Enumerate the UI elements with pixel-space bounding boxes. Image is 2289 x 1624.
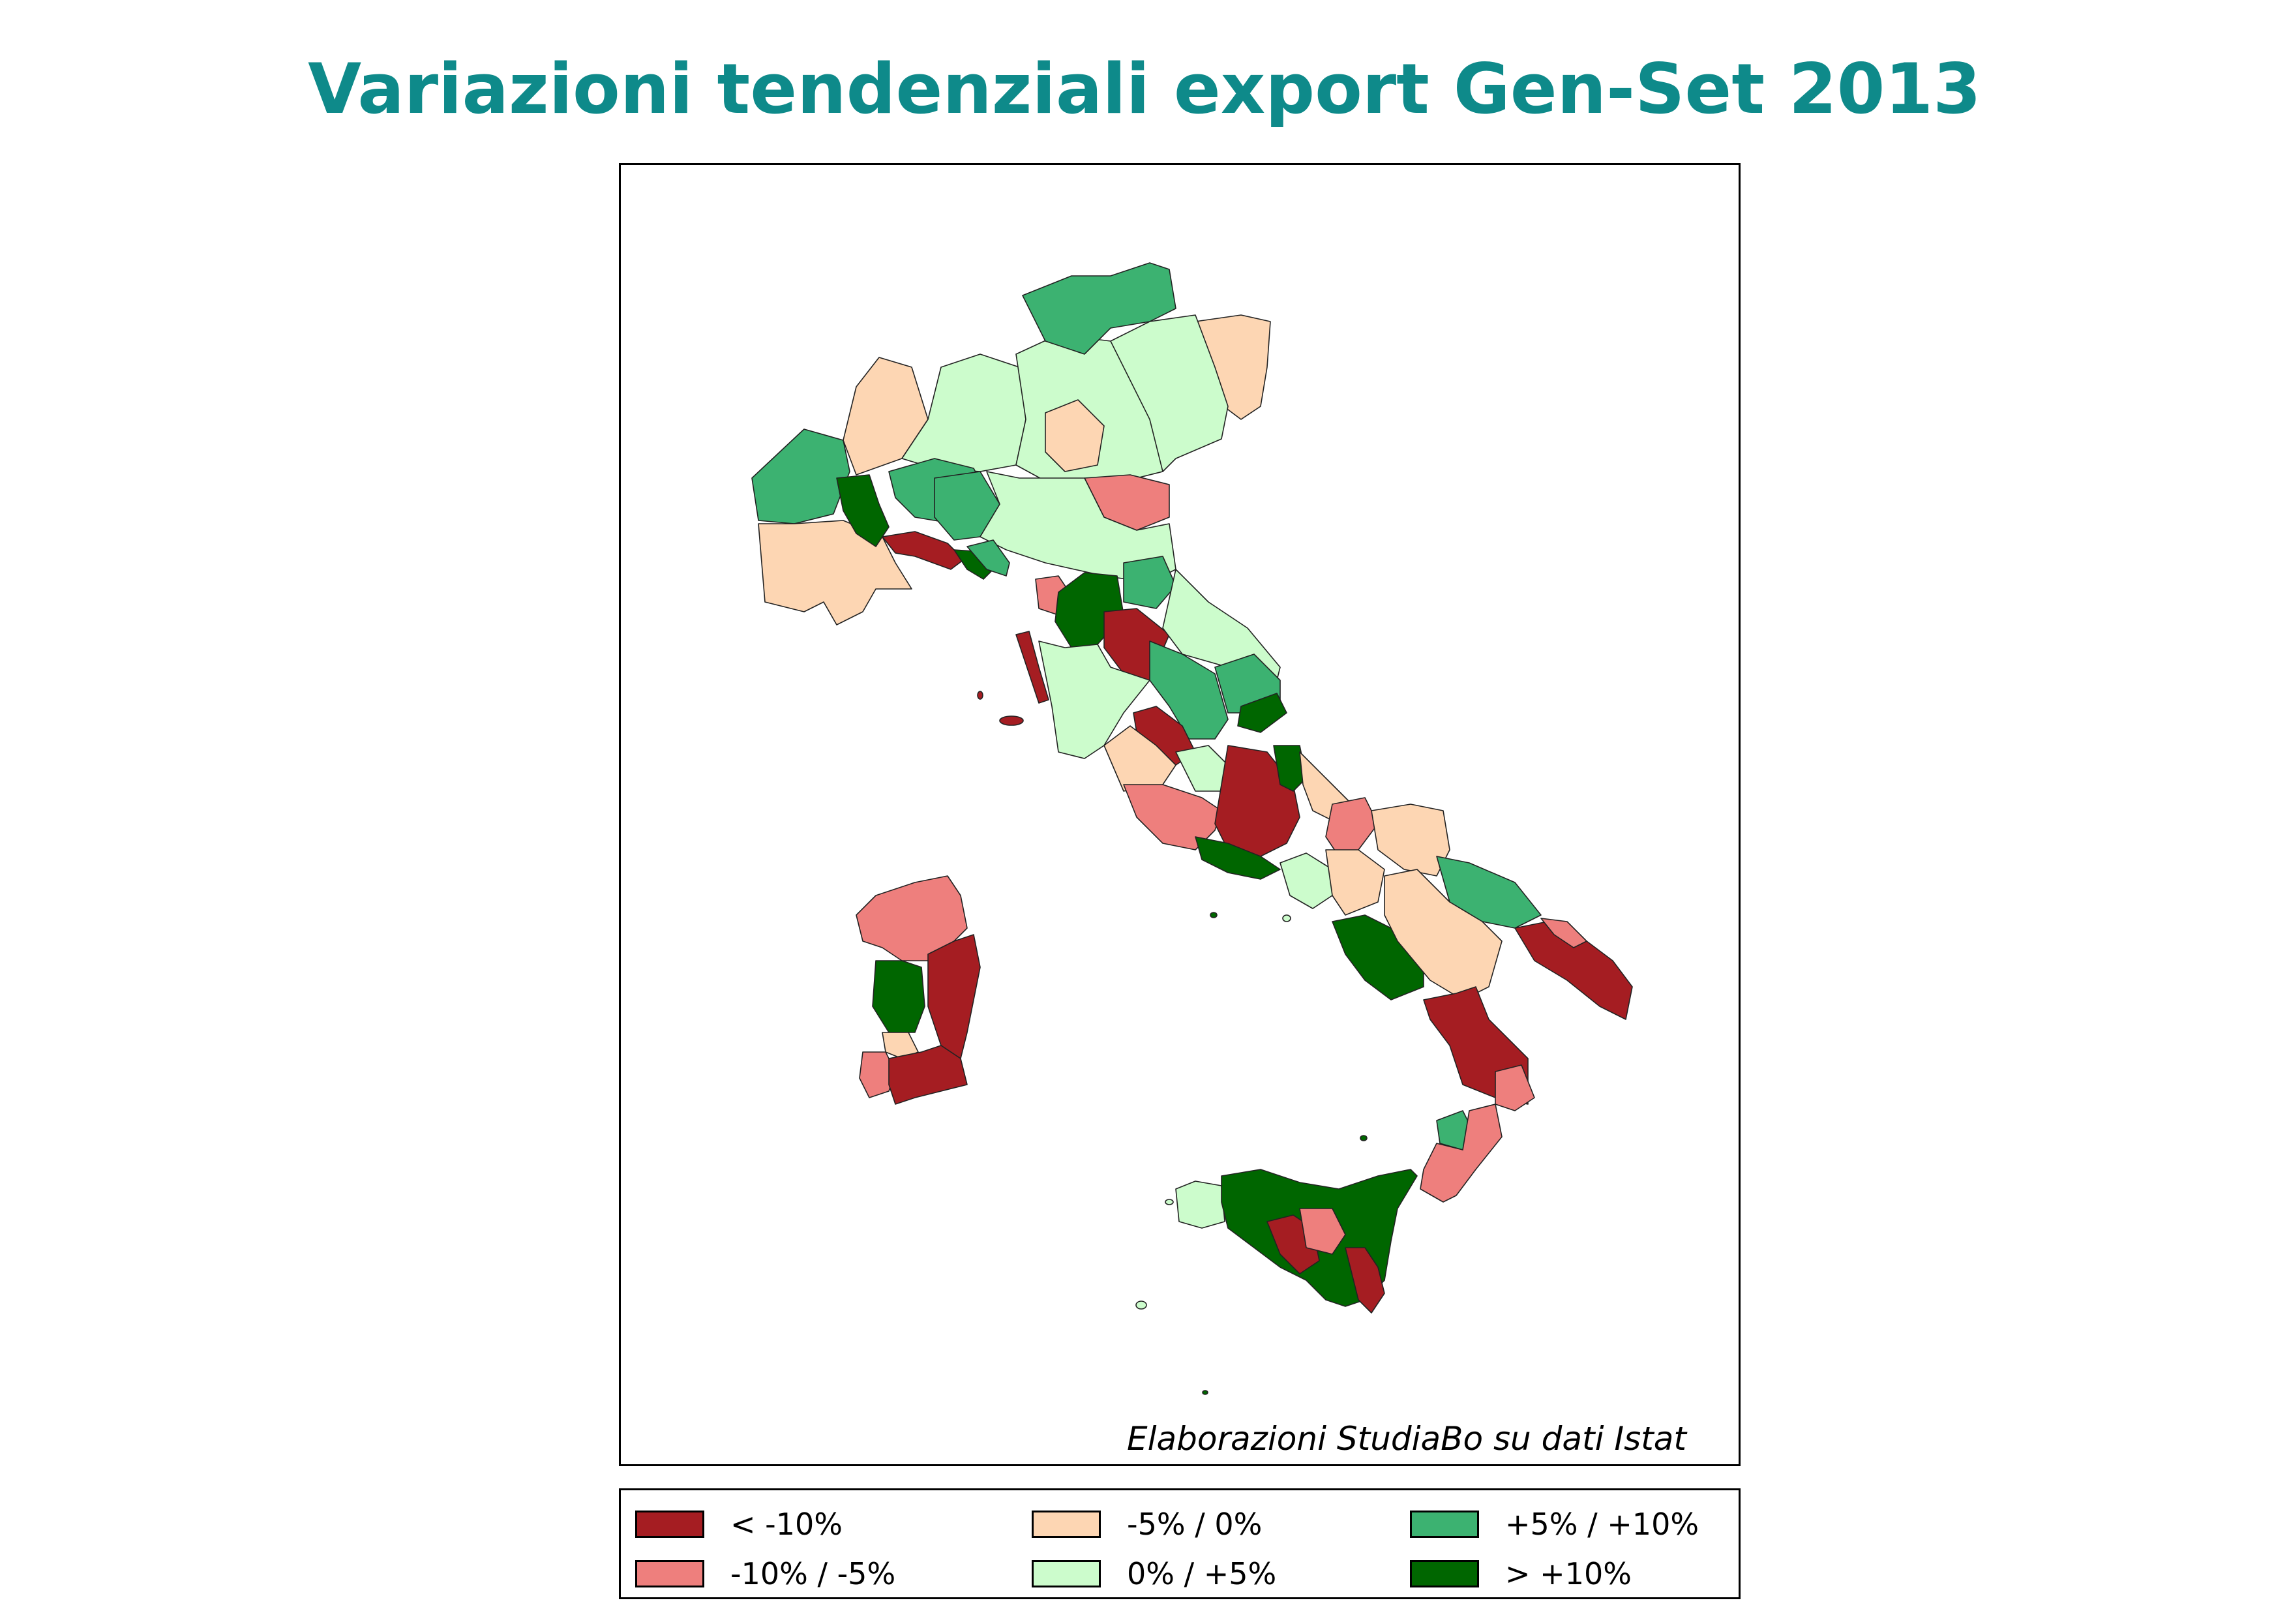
map-region-roma: [1123, 784, 1222, 850]
map-region-siena-grosseto: [1038, 640, 1150, 759]
map-region-siracusa: [1345, 1247, 1385, 1314]
legend-label: 0% / +5%: [1127, 1556, 1277, 1591]
map-region-pesaro: [1123, 556, 1176, 609]
map-island-pantelleria: [1135, 1301, 1147, 1310]
map-island-elba: [999, 715, 1024, 726]
map-region-caserta: [1279, 852, 1333, 909]
map-region-carbonia: [859, 1051, 896, 1098]
map-region-umbria: [1149, 640, 1229, 740]
map-region-chieti: [1273, 745, 1307, 792]
legend-label: > +10%: [1505, 1556, 1632, 1591]
map-region-cagliari: [888, 1045, 968, 1105]
map-island-capraia: [977, 691, 983, 700]
legend-item: 0% / +5%: [1032, 1554, 1276, 1593]
legend-label: +5% / +10%: [1505, 1507, 1699, 1542]
map-region-enna: [1299, 1208, 1346, 1255]
map-island-lampedusa: [1202, 1390, 1208, 1395]
map-region-molise: [1325, 797, 1379, 857]
map-island-lipari: [1360, 1135, 1368, 1141]
map-region-potenza: [1384, 869, 1503, 1000]
legend-swatch: [1032, 1560, 1101, 1587]
legend-label: -10% / -5%: [730, 1556, 896, 1591]
map-island-egadi: [1165, 1199, 1174, 1205]
map-region-aosta: [751, 429, 850, 524]
italy-map: [751, 262, 1633, 1395]
map-island-ponza: [1210, 912, 1218, 918]
map-region-brindisi-coast: [1540, 918, 1587, 948]
legend-label: < -10%: [730, 1507, 843, 1542]
map-region-viterbo: [1103, 725, 1176, 792]
map-region-oristano: [872, 960, 925, 1033]
legend-swatch: [635, 1560, 704, 1587]
map-region-benevento: [1325, 849, 1385, 916]
map-region-piemonte-nord: [843, 357, 929, 475]
credit-note: Elaborazioni StudiaBo su dati Istat: [1127, 1420, 1686, 1458]
legend-item: -5% / 0%: [1032, 1505, 1262, 1544]
map-region-reggio: [1420, 1104, 1503, 1203]
legend-item: < -10%: [635, 1505, 843, 1544]
legend-swatch: [1410, 1560, 1479, 1587]
map-region-veneto: [1110, 314, 1229, 472]
map-frame: Elaborazioni StudiaBo su dati Istat: [619, 163, 1741, 1466]
legend-item: -10% / -5%: [635, 1554, 895, 1593]
legend-item: +5% / +10%: [1410, 1505, 1699, 1544]
map-island-ischia: [1282, 914, 1291, 922]
chart-title: Variazioni tendenziali export Gen-Set 20…: [308, 49, 1981, 129]
legend-swatch: [1032, 1511, 1101, 1538]
map-region-trentino: [1045, 399, 1105, 472]
map-region-trapani: [1175, 1180, 1225, 1229]
map-region-livorno: [1015, 631, 1049, 704]
map-region-sassari: [856, 875, 968, 961]
map-region-latina: [1195, 836, 1281, 880]
legend-swatch: [1410, 1511, 1479, 1538]
legend-item: > +10%: [1410, 1554, 1632, 1593]
legend-label: -5% / 0%: [1127, 1507, 1263, 1542]
legend: < -10% -10% / -5% -5% / 0% 0% / +5% +5% …: [619, 1488, 1741, 1599]
map-region-crotone: [1495, 1064, 1535, 1111]
map-region-alto-adige: [1022, 262, 1176, 355]
map-region-nuoro: [927, 934, 981, 1059]
map-region-massa: [966, 539, 1010, 577]
map-region-foggia: [1371, 804, 1450, 877]
map-region-rieti: [1175, 745, 1229, 792]
map-region-genova: [882, 531, 965, 570]
map-region-piemonte-ovest: [758, 520, 912, 625]
legend-swatch: [635, 1511, 704, 1538]
map-region-teramo: [1237, 693, 1287, 733]
